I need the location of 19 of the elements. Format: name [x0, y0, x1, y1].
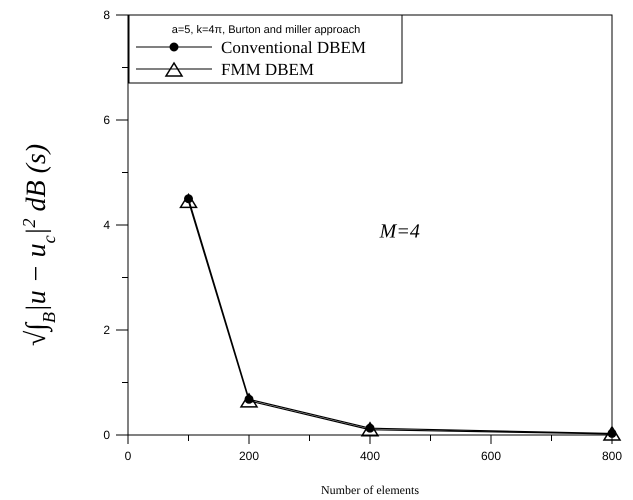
x-tick-label: 400: [360, 449, 380, 463]
y-tick-label: 0: [103, 428, 110, 442]
x-tick-label: 800: [602, 449, 622, 463]
legend-label: FMM DBEM: [221, 60, 314, 79]
point: [603, 426, 621, 441]
x-axis-title: Number of elements: [321, 483, 420, 497]
x-tick-label: 600: [480, 449, 502, 463]
y-tick-label: 4: [103, 218, 110, 232]
y-tick-label: 6: [103, 113, 110, 127]
x-tick-label: 200: [238, 449, 260, 463]
y-tick-label: 8: [103, 8, 110, 22]
point: [240, 393, 258, 408]
legend-label: Conventional DBEM: [221, 38, 366, 57]
legend-title: a=5, k=4π, Burton and miller approach: [172, 24, 360, 36]
x-tick-label: 0: [124, 449, 132, 463]
point: [180, 194, 198, 208]
point: [361, 422, 379, 436]
annotation: M=4: [378, 220, 420, 243]
y-tick-label: 2: [103, 323, 110, 337]
